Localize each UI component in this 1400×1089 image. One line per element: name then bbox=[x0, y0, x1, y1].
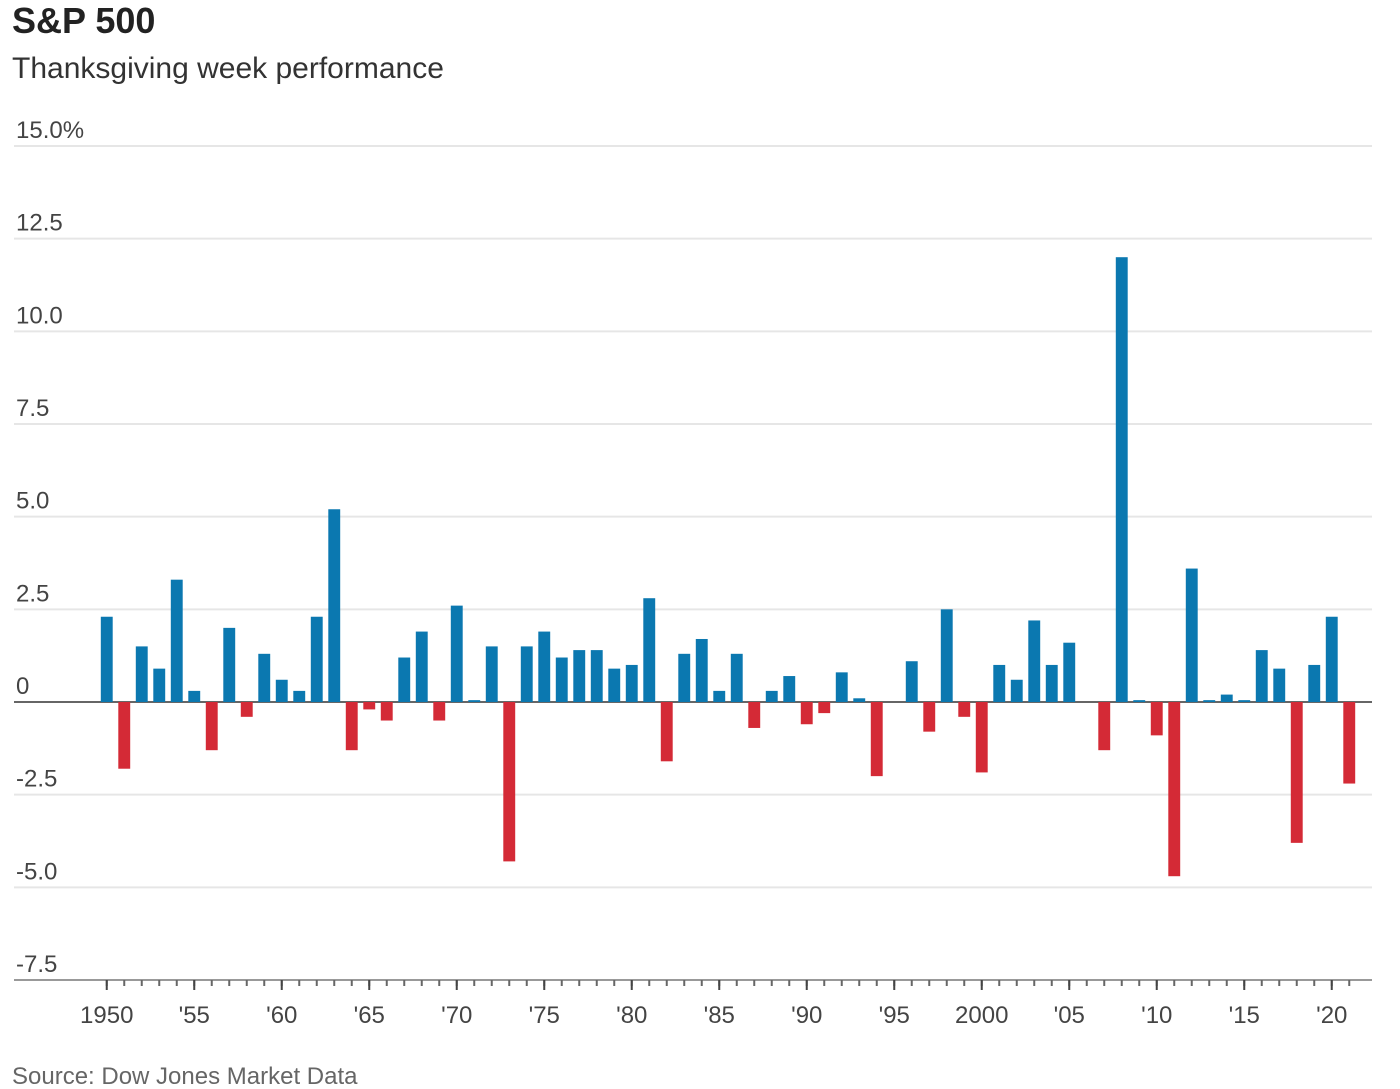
x-tick-label: '10 bbox=[1141, 1002, 1172, 1029]
bar bbox=[135, 646, 148, 702]
bar bbox=[1238, 700, 1251, 702]
bar bbox=[1010, 679, 1023, 702]
bar bbox=[1220, 694, 1233, 702]
bar bbox=[993, 664, 1006, 702]
bar bbox=[765, 690, 778, 702]
bar bbox=[275, 679, 288, 702]
y-tick-label: -7.5 bbox=[16, 951, 57, 978]
bar bbox=[468, 700, 481, 702]
x-tick-label: '75 bbox=[529, 1002, 560, 1029]
bar bbox=[1343, 702, 1356, 784]
bar bbox=[1203, 700, 1216, 702]
bar bbox=[835, 672, 848, 702]
bar bbox=[1290, 702, 1303, 843]
bar bbox=[415, 631, 428, 702]
bar bbox=[503, 702, 516, 862]
bar bbox=[205, 702, 218, 751]
y-tick-label: 0 bbox=[16, 673, 29, 700]
x-tick-label: 1950 bbox=[80, 1002, 133, 1029]
bar bbox=[170, 579, 183, 702]
bar bbox=[310, 616, 323, 702]
x-tick-label: '80 bbox=[616, 1002, 647, 1029]
bar bbox=[940, 609, 953, 702]
bar bbox=[153, 668, 166, 702]
bar bbox=[1133, 700, 1146, 702]
x-tick-label: 2000 bbox=[955, 1002, 1008, 1029]
bar bbox=[433, 702, 446, 721]
bar bbox=[905, 661, 918, 702]
bar bbox=[363, 702, 376, 710]
bar bbox=[748, 702, 761, 728]
x-tick-label: '15 bbox=[1229, 1002, 1260, 1029]
y-tick-label: 5.0 bbox=[16, 488, 49, 515]
chart-subtitle: Thanksgiving week performance bbox=[12, 52, 444, 85]
bar bbox=[1028, 620, 1041, 702]
y-tick-label: 2.5 bbox=[16, 580, 49, 607]
bar bbox=[625, 664, 638, 702]
bar bbox=[258, 653, 271, 702]
bar bbox=[1098, 702, 1111, 751]
bar bbox=[818, 702, 831, 714]
bar bbox=[573, 650, 586, 702]
y-tick-label: 15.0% bbox=[16, 117, 84, 144]
bar bbox=[608, 668, 621, 702]
bar bbox=[958, 702, 971, 717]
bar bbox=[800, 702, 813, 725]
x-tick-label: '60 bbox=[266, 1002, 297, 1029]
bar bbox=[1045, 664, 1058, 702]
bar bbox=[293, 690, 306, 702]
bar bbox=[678, 653, 691, 702]
y-tick-label: -2.5 bbox=[16, 766, 57, 793]
bar bbox=[870, 702, 883, 777]
bar bbox=[1308, 664, 1321, 702]
bar bbox=[100, 616, 113, 702]
bar bbox=[1150, 702, 1163, 736]
source: Source: Dow Jones Market Data bbox=[12, 1063, 358, 1089]
y-tick-label: -5.0 bbox=[16, 858, 57, 885]
bar bbox=[975, 702, 988, 773]
bar bbox=[713, 690, 726, 702]
bar bbox=[345, 702, 358, 751]
bar bbox=[520, 646, 533, 702]
x-tick-label: '55 bbox=[179, 1002, 210, 1029]
bar bbox=[1063, 642, 1076, 702]
bar bbox=[485, 646, 498, 702]
x-tick-label: '85 bbox=[704, 1002, 735, 1029]
bar bbox=[1185, 568, 1198, 702]
bar bbox=[590, 650, 603, 702]
bar bbox=[240, 702, 253, 717]
bar bbox=[118, 702, 131, 769]
x-tick-label: '20 bbox=[1316, 1002, 1347, 1029]
bar bbox=[643, 598, 656, 702]
bar bbox=[328, 509, 341, 702]
chart-title: S&P 500 bbox=[12, 0, 155, 41]
x-tick-label: '95 bbox=[879, 1002, 910, 1029]
bar bbox=[538, 631, 551, 702]
bar bbox=[223, 627, 236, 702]
y-tick-label: 10.0 bbox=[16, 302, 63, 329]
x-tick-label: '90 bbox=[791, 1002, 822, 1029]
y-tick-label: 7.5 bbox=[16, 395, 49, 422]
bar bbox=[660, 702, 673, 762]
bar bbox=[730, 653, 743, 702]
bar bbox=[555, 657, 568, 702]
x-tick-label: '65 bbox=[354, 1002, 385, 1029]
bar bbox=[1168, 702, 1181, 877]
bar bbox=[188, 690, 201, 702]
bar bbox=[853, 698, 866, 702]
bar bbox=[1273, 668, 1286, 702]
bar bbox=[398, 657, 411, 702]
bar bbox=[783, 676, 796, 702]
bar bbox=[1255, 650, 1268, 702]
bar bbox=[695, 638, 708, 702]
bar bbox=[380, 702, 393, 721]
bar bbox=[1115, 257, 1128, 702]
bar bbox=[1325, 616, 1338, 702]
y-tick-label: 12.5 bbox=[16, 210, 63, 237]
x-tick-label: '70 bbox=[441, 1002, 472, 1029]
x-tick-label: '05 bbox=[1054, 1002, 1085, 1029]
bar bbox=[923, 702, 936, 732]
bar bbox=[450, 605, 463, 702]
